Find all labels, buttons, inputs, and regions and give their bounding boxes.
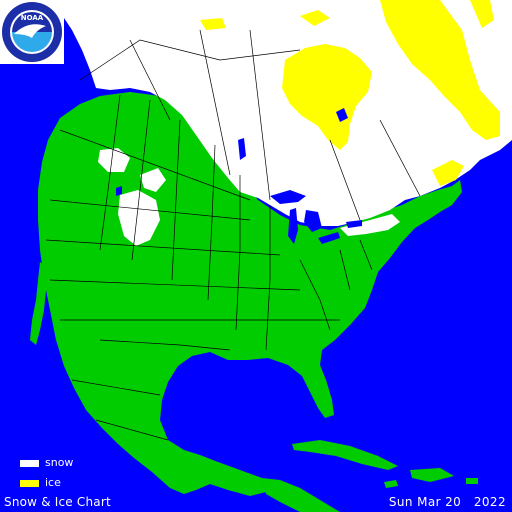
legend-ice-label: ice bbox=[45, 476, 61, 489]
lake-erie bbox=[318, 232, 340, 244]
chart-title: Snow & Ice Chart bbox=[4, 495, 111, 509]
land-jamaica bbox=[384, 480, 398, 488]
ice-arctic-channel-2 bbox=[300, 10, 330, 26]
land-puerto-rico bbox=[466, 478, 478, 484]
snow-canada bbox=[64, 0, 512, 226]
snow-rockies-2 bbox=[118, 190, 160, 246]
great-salt-lake bbox=[116, 186, 122, 196]
land-florida bbox=[306, 366, 332, 416]
land-baja bbox=[30, 262, 48, 345]
legend-snow-label: snow bbox=[45, 456, 74, 469]
logo-bottom-half bbox=[12, 32, 52, 52]
land-hispaniola bbox=[410, 468, 454, 482]
borders bbox=[45, 29, 421, 441]
chart-date: Sun Mar 20 2022 bbox=[388, 495, 506, 509]
lake-winnipeg bbox=[238, 138, 246, 160]
legend-snow-swatch bbox=[20, 460, 39, 467]
lake-ontario bbox=[346, 220, 362, 228]
snow-northeast bbox=[340, 214, 400, 236]
snow-rockies-3 bbox=[140, 168, 166, 192]
ice-labrador bbox=[380, 0, 500, 140]
legend-ice-swatch bbox=[20, 480, 39, 487]
ice-gulf-st-lawrence bbox=[432, 160, 464, 186]
land-north-america bbox=[38, 92, 462, 496]
land-cuba bbox=[292, 440, 398, 470]
ice-hudson-bay bbox=[282, 44, 372, 150]
water-james-bay bbox=[336, 108, 348, 122]
lake-michigan bbox=[288, 208, 298, 244]
logo-bird bbox=[14, 24, 46, 38]
lake-huron bbox=[304, 210, 322, 232]
ice-arctic-channel bbox=[200, 18, 226, 30]
land-central-america bbox=[262, 478, 340, 512]
noaa-logo: NOAA bbox=[0, 0, 64, 64]
logo-text: NOAA bbox=[21, 14, 44, 22]
lake-superior bbox=[270, 190, 306, 204]
ice-top-right bbox=[470, 0, 494, 28]
snow-rockies bbox=[98, 148, 130, 172]
